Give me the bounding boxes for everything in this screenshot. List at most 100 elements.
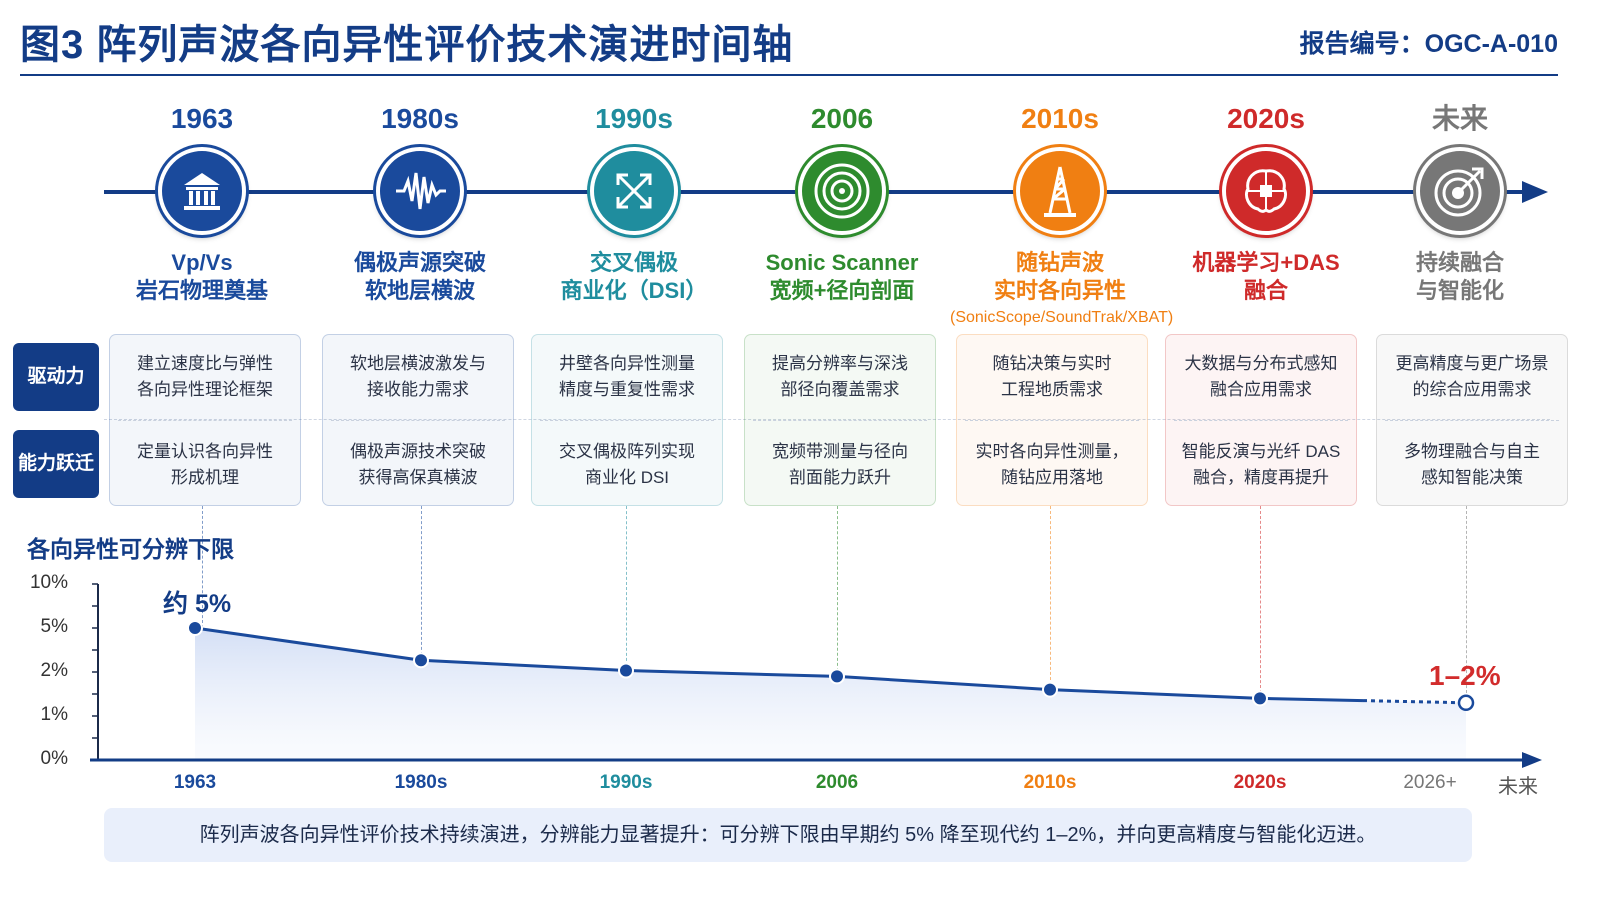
era-2: 1990s 交叉偶极商业化（DSI） [524, 100, 744, 305]
annotation-end: 1–2% [1429, 660, 1501, 691]
era-label-line: Vp/Vs [171, 250, 233, 275]
driver-text: 软地层横波激发与 接收能力需求 [323, 351, 513, 403]
leap-text: 多物理融合与自主 感知智能决策 [1377, 439, 1567, 491]
series-line-projection [1362, 699, 1467, 705]
area-fill [195, 628, 1466, 760]
x-tick-label: 1963 [173, 772, 217, 793]
leap-line: 多物理融合与自主 [1404, 442, 1540, 461]
era-1: 1980s 偶极声源突破 软地层横波 [310, 100, 530, 305]
row-tag-driver: 驱动力 [13, 343, 99, 411]
era-label-line: 与智能化 [1415, 278, 1504, 303]
leap-line: 定量认识各向异性 [137, 442, 273, 461]
leap-line: 融合，精度再提升 [1193, 468, 1329, 487]
brain-chip-icon [1222, 147, 1310, 235]
era-guide-line [1466, 506, 1467, 703]
era-year: 1980s [381, 103, 459, 134]
era-label-line: 岩石物理奠基 [135, 278, 268, 303]
era-0: 1963 Vp/Vs 岩石物理奠基 [92, 100, 312, 305]
era-year: 1963 [170, 103, 234, 134]
era-label: 随钻声波 实时各向异性 [950, 249, 1170, 305]
era-card-1: 软地层横波激发与 接收能力需求 偶极声源技术突破 获得高保真横波 [322, 334, 514, 506]
target-arrow-icon [1416, 147, 1504, 235]
driver-line: 随钻决策与实时 [992, 354, 1112, 373]
annotation-start: 约 5% [163, 590, 232, 618]
header-rule [20, 74, 1558, 76]
era-year: 2006 [810, 103, 874, 134]
leap-line: 获得高保真横波 [358, 468, 478, 487]
driver-line: 大数据与分布式感知 [1184, 354, 1338, 373]
era-card-5: 大数据与分布式感知 融合应用需求 智能反演与光纤 DAS 融合，精度再提升 [1165, 334, 1357, 506]
leap-line: 感知智能决策 [1421, 468, 1523, 487]
era-label-line: 随钻声波 [1015, 250, 1104, 275]
row-divider [104, 419, 1550, 420]
data-point [1252, 690, 1268, 707]
era-year: 未来 [1431, 103, 1488, 134]
report-id: 报告编号：OGC-A-010 [1299, 30, 1558, 58]
driver-line: 更高精度与更广场景 [1395, 354, 1549, 373]
driver-line: 工程地质需求 [1001, 380, 1103, 399]
era-year: 2010s [1021, 103, 1099, 134]
page-title: 图3 阵列声波各向异性评价技术演进时间轴 [20, 23, 794, 67]
era-guide-line [202, 506, 203, 628]
era-year: 1990s [595, 103, 673, 134]
row-tag-leap: 能力跃迁 [13, 430, 99, 498]
era-label-line: 商业化（DSI） [560, 278, 708, 303]
era-label-line: 融合 [1243, 278, 1288, 303]
era-guide-line [1260, 506, 1261, 699]
timeline-arrow-icon [1522, 181, 1548, 203]
era-label-line: Sonic Scanner [765, 250, 919, 275]
leap-text: 定量认识各向异性 形成机理 [110, 439, 300, 491]
era-card-6: 更高精度与更广场景 的综合应用需求 多物理融合与自主 感知智能决策 [1376, 334, 1568, 506]
era-label: 持续融合 与智能化 [1350, 249, 1570, 305]
era-label: Vp/Vs 岩石物理奠基 [92, 249, 312, 305]
data-point [1042, 681, 1058, 698]
card-divider [753, 420, 927, 421]
drilling-rig-icon [1016, 147, 1104, 235]
leap-line: 剖面能力跃升 [789, 468, 891, 487]
y-tick-label: 0% [40, 748, 68, 769]
driver-line: 融合应用需求 [1210, 380, 1312, 399]
waveform-icon [376, 147, 464, 235]
leap-line: 随钻应用落地 [1001, 468, 1103, 487]
leap-text: 偶极声源技术突破 获得高保真横波 [323, 439, 513, 491]
data-point [829, 668, 845, 685]
x-tick-label: 2006 [815, 772, 859, 793]
institution-icon [158, 147, 246, 235]
footer-summary: 阵列声波各向异性评价技术持续演进，分辨能力显著提升：可分辨下限由早期约 5% 降… [104, 808, 1472, 862]
era-5: 2020s 机器学习+DAS 融合 [1156, 100, 1376, 305]
era-label-line: 持续融合 [1415, 250, 1504, 275]
data-point [618, 662, 634, 679]
era-guide-line [421, 506, 422, 661]
era-4: 2010s 随钻声波 实时各向异性 (SonicScope/SoundTrak/XBA… [950, 100, 1173, 329]
era-card-0: 建立速度比与弹性 各向异性理论框架 定量认识各向异性 形成机理 [109, 334, 301, 506]
era-label: 机器学习+DAS 融合 [1156, 249, 1376, 305]
leap-text: 智能反演与光纤 DAS 融合，精度再提升 [1166, 439, 1356, 491]
era-3: 2006 Sonic Scanner 宽频+径向剖面 [732, 100, 952, 305]
leap-line: 形成机理 [171, 468, 239, 487]
target-rings-icon [798, 147, 886, 235]
era-guide-line [837, 506, 838, 677]
era-label: 交叉偶极商业化（DSI） [524, 249, 744, 305]
card-divider [331, 420, 505, 421]
leap-line: 商业化 DSI [584, 468, 670, 487]
driver-text: 大数据与分布式感知 融合应用需求 [1166, 351, 1356, 403]
era-card-4: 随钻决策与实时 工程地质需求 实时各向异性测量， 随钻应用落地 [956, 334, 1148, 506]
driver-text: 提高分辨率与深浅 部径向覆盖需求 [745, 351, 935, 403]
era-card-3: 提高分辨率与深浅 部径向覆盖需求 宽频带测量与径向 剖面能力跃升 [744, 334, 936, 506]
era-label-line: 交叉偶极 [589, 250, 678, 275]
driver-line: 部径向覆盖需求 [780, 380, 900, 399]
era-card-2: 井壁各向异性测量 精度与重复性需求 交叉偶极阵列实现 商业化 DSI [531, 334, 723, 506]
era-label: 偶极声源突破 软地层横波 [310, 249, 530, 305]
driver-line: 的综合应用需求 [1412, 380, 1532, 399]
driver-text: 更高精度与更广场景 的综合应用需求 [1377, 351, 1567, 403]
era-label-line: 机器学习+DAS [1192, 250, 1340, 275]
driver-line: 提高分辨率与深浅 [772, 354, 908, 373]
driver-text: 井壁各向异性测量 精度与重复性需求 [532, 351, 722, 403]
y-tick-label: 5% [40, 616, 68, 637]
era-year: 2020s [1227, 103, 1305, 134]
card-divider [1174, 420, 1348, 421]
card-divider [965, 420, 1139, 421]
driver-text: 建立速度比与弹性 各向异性理论框架 [110, 351, 300, 403]
cross-arrows-icon [590, 147, 678, 235]
leap-line: 宽频带测量与径向 [772, 442, 908, 461]
